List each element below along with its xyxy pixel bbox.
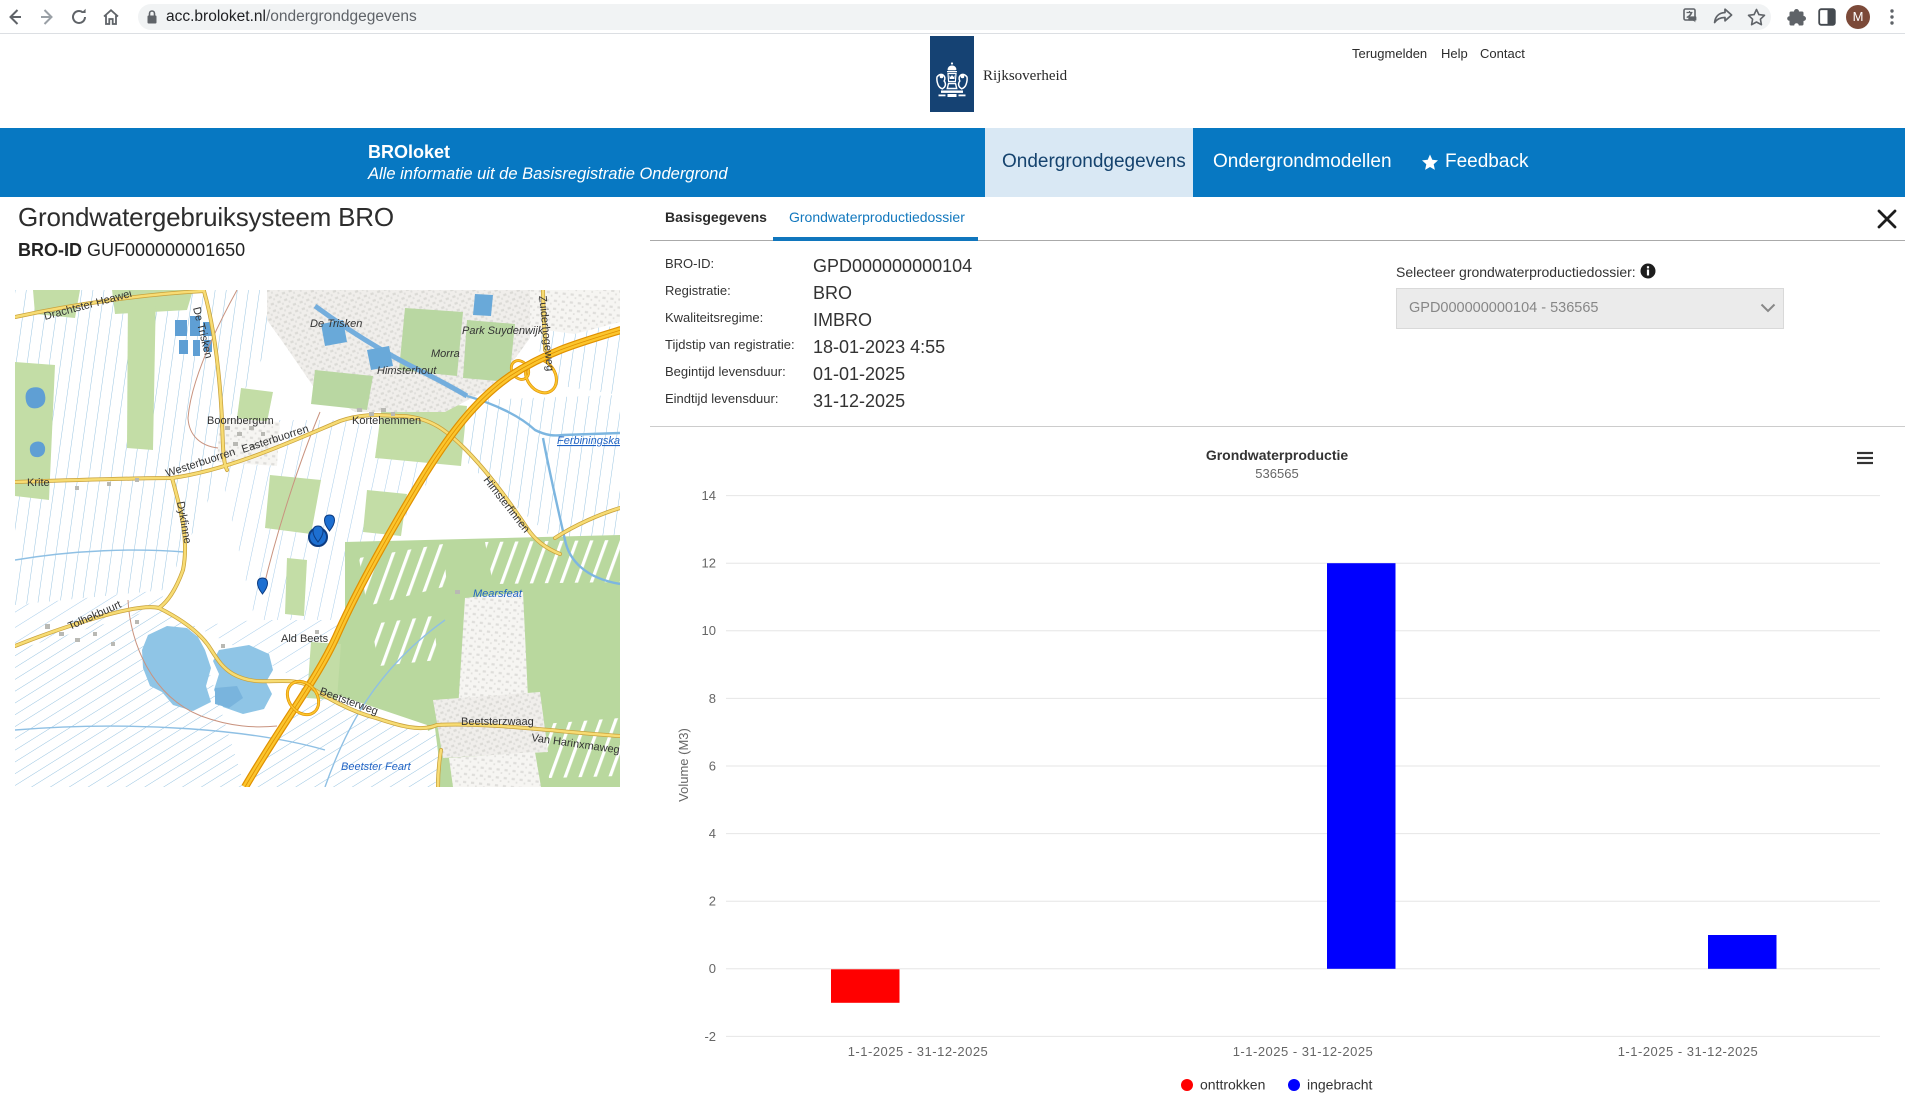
svg-text:4: 4 <box>709 826 716 841</box>
svg-text:10: 10 <box>702 623 716 638</box>
svg-text:Volume (M3): Volume (M3) <box>676 728 691 802</box>
svg-text:0: 0 <box>709 961 716 976</box>
svg-text:Kortehemmen: Kortehemmen <box>352 415 421 427</box>
svg-text:Ferbiningskanaal: Ferbiningskanaal <box>557 435 620 447</box>
svg-text:De Trisken: De Trisken <box>310 318 362 330</box>
svg-text:1-1-2025 - 31-12-2025: 1-1-2025 - 31-12-2025 <box>1618 1044 1759 1059</box>
svg-text:Ald Beets: Ald Beets <box>281 633 329 645</box>
svg-text:Beetster Feart: Beetster Feart <box>341 761 412 773</box>
svg-text:ingebracht: ingebracht <box>1307 1077 1372 1093</box>
svg-text:8: 8 <box>709 691 716 706</box>
svg-text:onttrokken: onttrokken <box>1200 1077 1265 1093</box>
svg-text:Himsterhout: Himsterhout <box>377 365 437 377</box>
svg-text:Morra: Morra <box>431 348 460 360</box>
svg-text:-2: -2 <box>704 1029 716 1044</box>
svg-text:536565: 536565 <box>1255 466 1298 481</box>
svg-text:1-1-2025 - 31-12-2025: 1-1-2025 - 31-12-2025 <box>848 1044 989 1059</box>
svg-text:Park Suydenwijk: Park Suydenwijk <box>462 325 544 337</box>
svg-text:12: 12 <box>702 556 716 571</box>
svg-text:14: 14 <box>702 488 716 503</box>
svg-text:Boornbergum: Boornbergum <box>207 415 274 427</box>
svg-text:Krite: Krite <box>27 477 50 489</box>
svg-text:Mearsfeat: Mearsfeat <box>473 588 523 600</box>
svg-text:6: 6 <box>709 758 716 773</box>
svg-text:2: 2 <box>709 894 716 909</box>
svg-text:Beetsterzwaag: Beetsterzwaag <box>461 716 534 728</box>
svg-text:1-1-2025 - 31-12-2025: 1-1-2025 - 31-12-2025 <box>1233 1044 1374 1059</box>
svg-text:Grondwaterproductie: Grondwaterproductie <box>1206 447 1349 463</box>
